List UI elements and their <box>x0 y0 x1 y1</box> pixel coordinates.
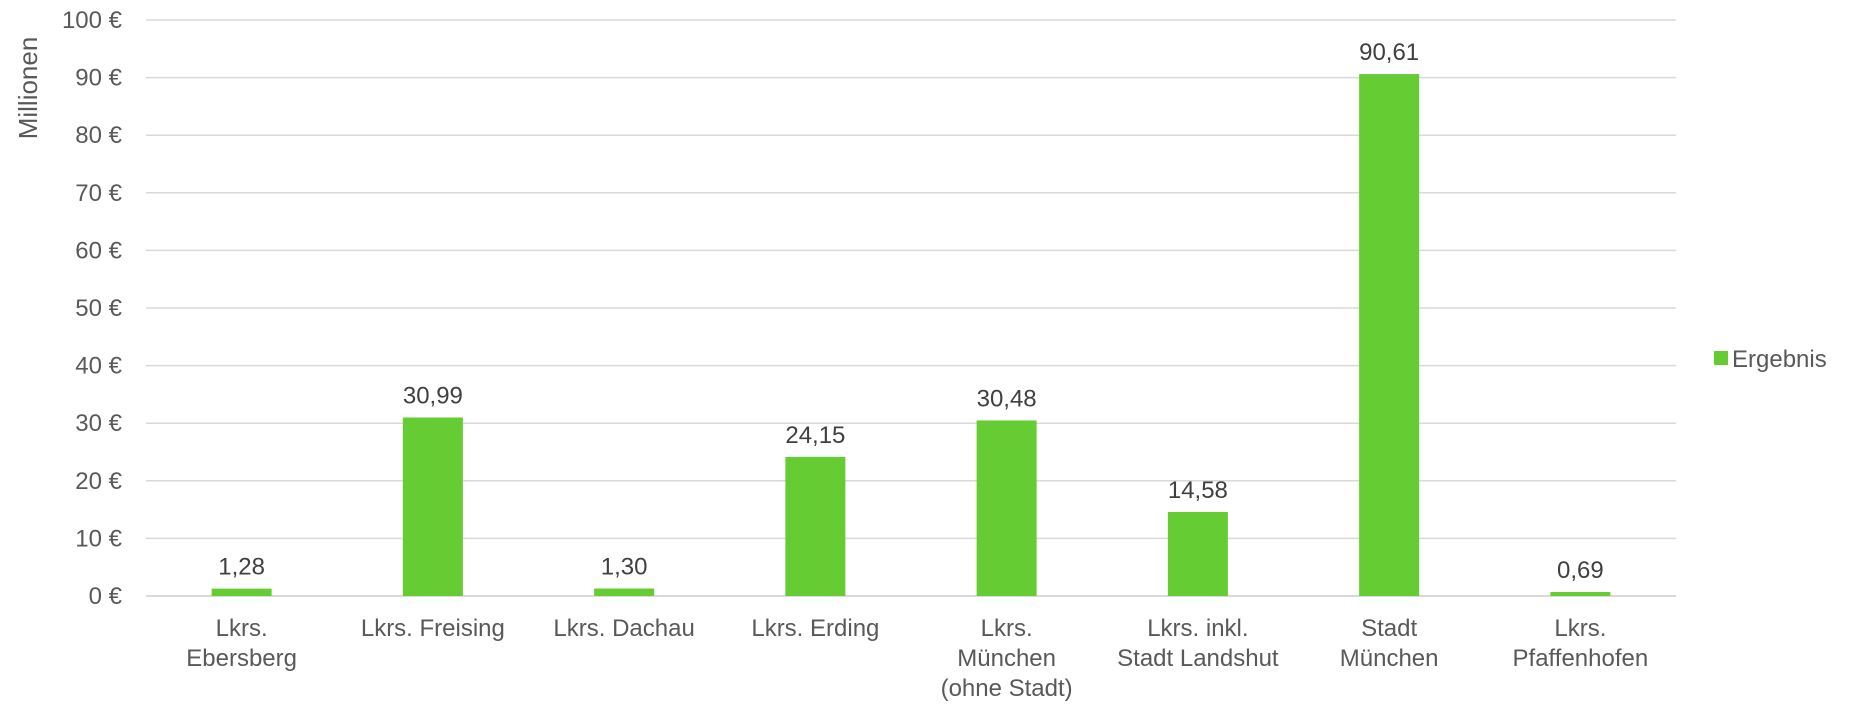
y-tick-label: 30 € <box>75 410 122 437</box>
y-tick-label: 80 € <box>75 122 122 149</box>
x-category-line: Lkrs. Freising <box>361 615 505 642</box>
x-category-line: Ebersberg <box>186 645 297 672</box>
x-category-label: Lkrs. Freising <box>361 615 505 642</box>
x-category-line: Lkrs. <box>981 615 1033 642</box>
y-axis-ticks: 0 € 10 € 20 € 30 € 40 € 50 € 60 € 70 € 80 € 90 € 1… <box>62 7 123 610</box>
y-tick-label: 20 € <box>75 468 122 495</box>
x-category-line: Pfaffenhofen <box>1513 645 1649 672</box>
x-category-line: Stadt <box>1361 615 1417 642</box>
x-category-label: Stadt München <box>1340 615 1439 672</box>
data-label: 30,99 <box>403 382 463 409</box>
y-tick-label: 60 € <box>75 237 122 264</box>
y-tick-label: 70 € <box>75 180 122 207</box>
data-label: 24,15 <box>785 422 845 449</box>
x-category-label: Lkrs. Ebersberg <box>186 615 297 672</box>
x-category-label: Lkrs. Dachau <box>553 615 694 642</box>
x-axis-categories: Lkrs. Ebersberg Lkrs. Freising Lkrs. Dachau… <box>186 615 1648 702</box>
x-category-line: München <box>957 645 1056 672</box>
legend-swatch-ergebnis <box>1714 351 1728 365</box>
y-axis-title: Millionen <box>13 37 43 140</box>
bar <box>785 456 846 596</box>
y-tick-label: 0 € <box>89 583 123 610</box>
legend: Ergebnis <box>1714 346 1827 373</box>
data-label: 90,61 <box>1359 39 1419 66</box>
data-label: 1,28 <box>218 554 265 581</box>
x-category-line: Stadt Landshut <box>1117 645 1279 672</box>
data-label: 14,58 <box>1168 477 1228 504</box>
y-tick-label: 90 € <box>75 65 122 92</box>
data-label: 0,69 <box>1557 557 1604 584</box>
x-category-line: Lkrs. inkl. <box>1147 615 1248 642</box>
y-tick-label: 50 € <box>75 295 122 322</box>
data-label: 1,30 <box>601 554 648 581</box>
x-category-line: Lkrs. Dachau <box>553 615 694 642</box>
bar <box>211 588 272 596</box>
bar <box>976 420 1037 596</box>
bar <box>1550 592 1611 596</box>
x-category-label: Lkrs. München (ohne Stadt) <box>941 615 1073 702</box>
bars <box>211 74 1611 596</box>
x-category-label: Lkrs. inkl. Stadt Landshut <box>1117 615 1279 672</box>
x-category-line: (ohne Stadt) <box>941 675 1073 702</box>
y-tick-label: 100 € <box>62 7 123 34</box>
x-category-line: Lkrs. <box>216 615 268 642</box>
bar <box>594 588 655 596</box>
data-labels: 1,28 30,99 1,30 24,15 30,48 14,58 90,61 0,69 <box>218 39 1603 584</box>
bar <box>1167 512 1228 596</box>
x-category-label: Lkrs. Erding <box>751 615 879 642</box>
bar <box>1359 74 1420 596</box>
legend-label-ergebnis: Ergebnis <box>1732 346 1827 373</box>
gridlines <box>146 19 1676 597</box>
y-tick-label: 40 € <box>75 353 122 380</box>
x-category-label: Lkrs. Pfaffenhofen <box>1513 615 1649 672</box>
y-tick-label: 10 € <box>75 525 122 552</box>
x-category-line: München <box>1340 645 1439 672</box>
data-label: 30,48 <box>977 385 1037 412</box>
x-category-line: Lkrs. Erding <box>751 615 879 642</box>
bar <box>402 417 463 596</box>
x-category-line: Lkrs. <box>1554 615 1606 642</box>
